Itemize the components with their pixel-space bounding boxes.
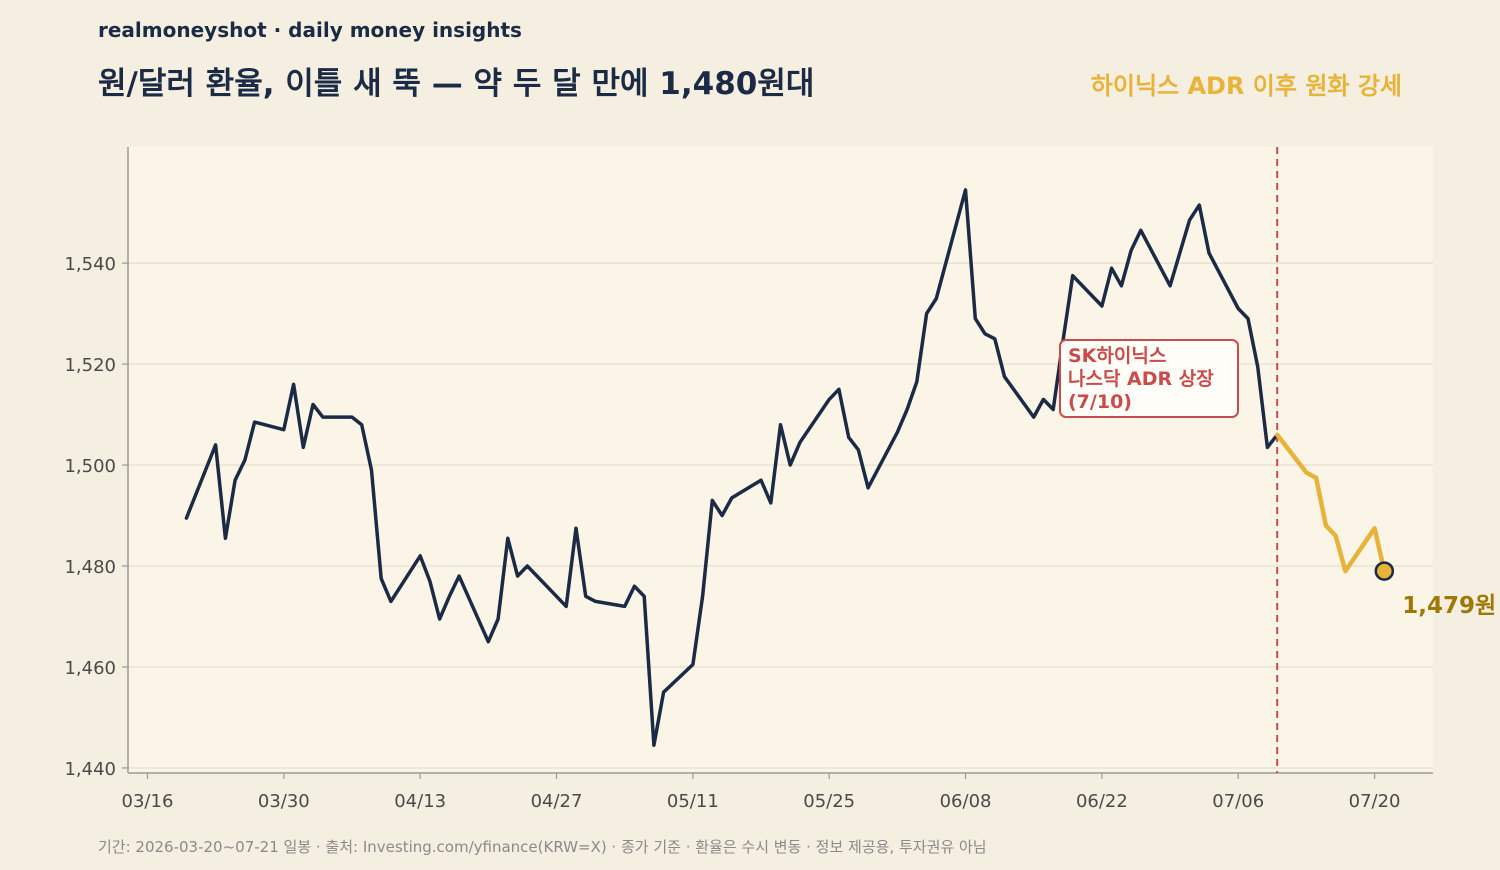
- x-tick-label: 04/13: [394, 791, 446, 812]
- event-annotation-line: SK하이닉스: [1068, 345, 1166, 367]
- event-annotation-line: (7/10): [1068, 391, 1132, 413]
- source-footnote: 기간: 2026-03-20~07-21 일봉 · 출처: Investing.…: [98, 838, 987, 856]
- chart-title: 원/달러 환율, 이틀 새 뚝 — 약 두 달 만에 1,480원대: [98, 66, 815, 102]
- y-tick-label: 1,520: [64, 355, 116, 376]
- x-tick-label: 06/08: [940, 791, 992, 812]
- series-line-before-adr: [184, 188, 1279, 747]
- x-tick-label: 03/16: [122, 791, 174, 812]
- x-tick-label: 04/27: [531, 791, 583, 812]
- series-line-after-adr: [1274, 432, 1387, 574]
- x-tick-label: 06/22: [1076, 791, 1128, 812]
- x-tick-label: 07/06: [1212, 791, 1264, 812]
- y-tick-label: 1,460: [64, 658, 116, 679]
- brand-caption: realmoneyshot · daily money insights: [98, 18, 522, 42]
- chart-subtitle: 하이닉스 ADR 이후 원화 강세: [1090, 72, 1402, 100]
- event-annotation-line: 나스닥 ADR 상장: [1068, 368, 1214, 390]
- x-tick-label: 03/30: [258, 791, 310, 812]
- plot-area: [128, 147, 1433, 773]
- event-annotation-box: [1059, 339, 1239, 418]
- x-tick-label: 07/20: [1349, 791, 1401, 812]
- y-tick-label: 1,500: [64, 456, 116, 477]
- y-tick-label: 1,440: [64, 759, 116, 780]
- last-point-marker: [1374, 561, 1395, 581]
- x-tick-label: 05/11: [667, 791, 719, 812]
- y-tick-label: 1,480: [64, 557, 116, 578]
- last-value-label: 1,479원: [1402, 593, 1496, 619]
- x-tick-label: 05/25: [803, 791, 855, 812]
- y-tick-label: 1,540: [64, 254, 116, 275]
